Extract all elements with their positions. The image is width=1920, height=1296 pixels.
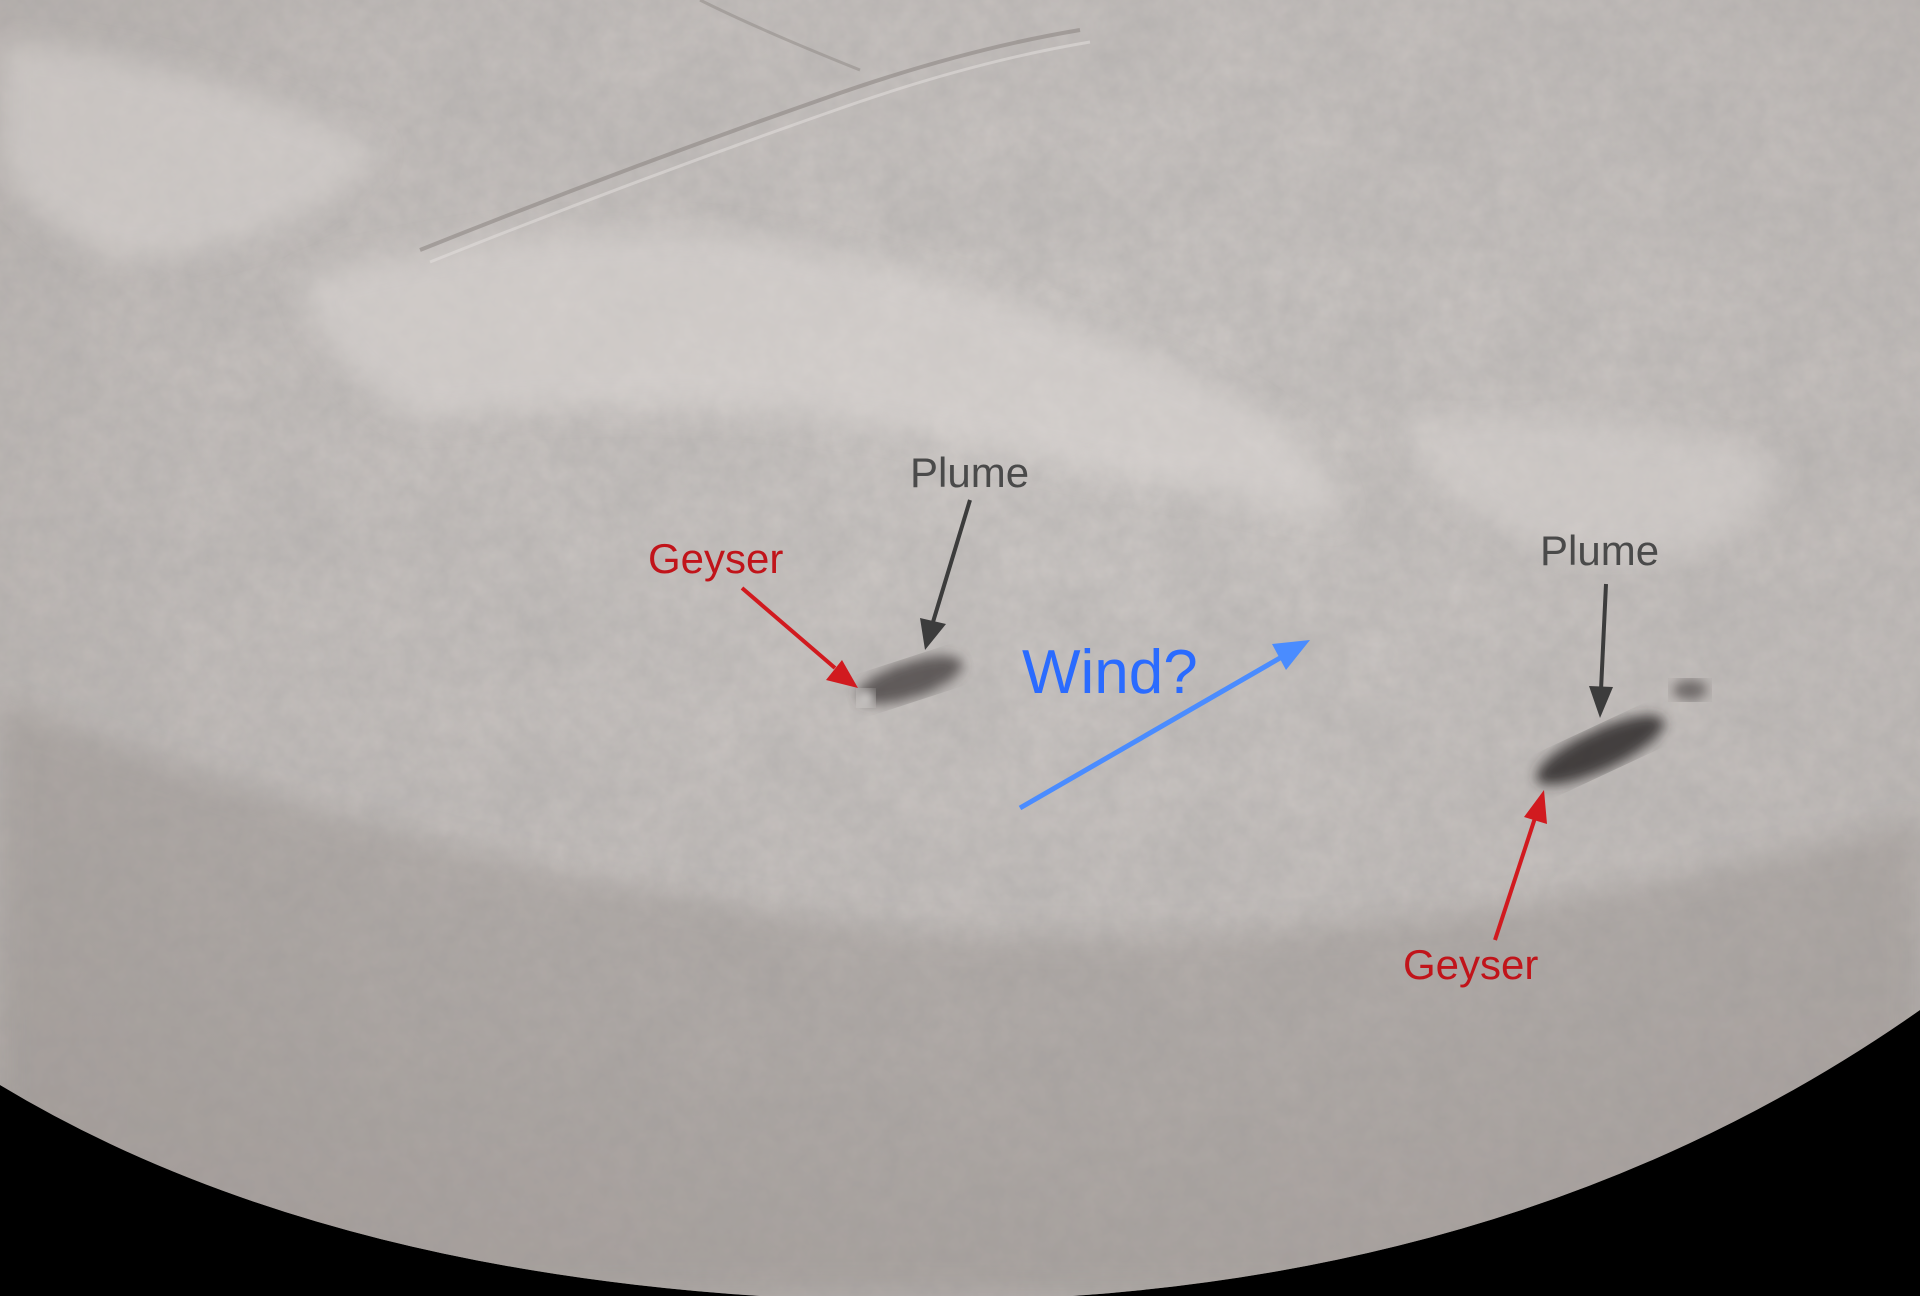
geyser-left-arrow-icon [740, 586, 858, 688]
wind-arrow-icon [1018, 640, 1310, 811]
wind-label: Wind? [1022, 638, 1198, 707]
geyser-left-label: Geyser [648, 535, 784, 582]
plume-left-label: Plume [910, 449, 1030, 496]
geyser-right-label: Geyser [1403, 941, 1539, 988]
plume-right-arrow-icon [1589, 583, 1613, 718]
geyser-right-arrow-icon [1493, 790, 1547, 941]
plume-left-arrow-icon [920, 499, 972, 650]
plume-right-label: Plume [1540, 527, 1660, 574]
